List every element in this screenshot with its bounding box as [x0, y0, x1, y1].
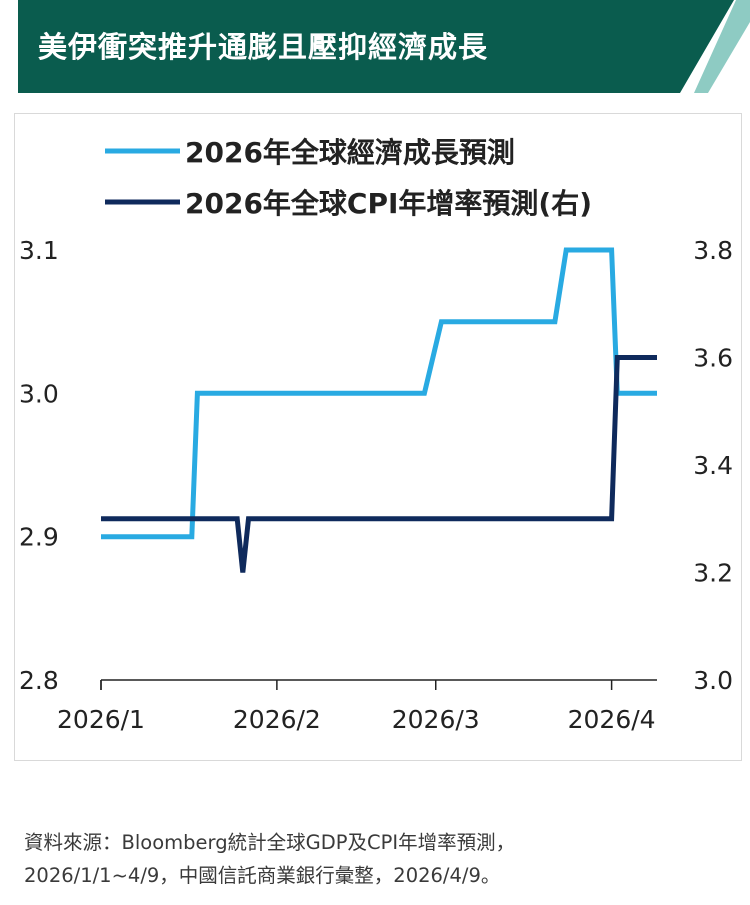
line-chart: 2026/1 2026/2 2026/3 2026/4 2.8 2.9 3.0 3.1 3.0 3… [19, 136, 733, 734]
source-line-1: 資料來源：Bloomberg統計全球GDP及CPI年增率預測， [24, 831, 516, 854]
y-left-tick-label: 2.9 [19, 523, 59, 552]
header-background [18, 0, 750, 93]
y-right-tick-label: 3.8 [693, 236, 733, 265]
x-tick-label: 2026/3 [392, 705, 480, 734]
series-line-2 [101, 355, 657, 573]
y-left-tick-label: 3.1 [19, 236, 59, 265]
x-tick-label: 2026/1 [57, 705, 145, 734]
legend-label-2: 2026年全球CPI年增率預測(右) [185, 187, 592, 220]
x-tick-label: 2026/4 [568, 705, 656, 734]
source-note: 資料來源：Bloomberg統計全球GDP及CPI年增率預測， 2026/1/1… [24, 826, 515, 892]
x-tick-label: 2026/2 [233, 705, 321, 734]
page-title: 美伊衝突推升通膨且壓抑經濟成長 [38, 30, 489, 64]
header-banner: 美伊衝突推升通膨且壓抑經濟成長 [18, 0, 750, 93]
chart-panel: 2026/1 2026/2 2026/3 2026/4 2.8 2.9 3.0 3.1 3.0 3… [14, 113, 742, 761]
y-left-tick-label: 2.8 [19, 666, 59, 695]
y-left-tick-label: 3.0 [19, 379, 59, 408]
y-right-tick-label: 3.0 [693, 666, 733, 695]
y-right-tick-label: 3.2 [693, 559, 733, 588]
source-line-2: 2026/1/1~4/9，中國信託商業銀行彙整，2026/4/9。 [24, 864, 501, 887]
y-right-tick-label: 3.6 [693, 344, 733, 373]
series-line-1 [101, 247, 657, 540]
legend-label-1: 2026年全球經濟成長預測 [185, 136, 515, 169]
y-right-tick-label: 3.4 [693, 451, 733, 480]
